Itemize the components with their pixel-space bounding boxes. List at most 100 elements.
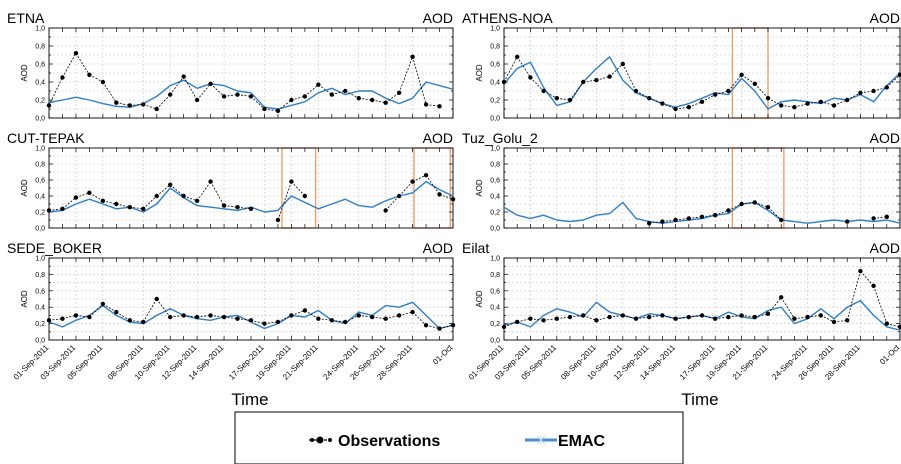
observation-segment [846, 271, 861, 321]
observation-segment [412, 56, 427, 105]
observation-point [858, 268, 863, 274]
panel-athens-noa: 0,0 0,2 0,4 0,6 0,8 1,0 AOD ATHENS-NOA AOD [462, 10, 901, 123]
observation-point [713, 213, 718, 218]
observation-point [699, 99, 705, 105]
observation-segment [264, 108, 278, 112]
observation-point [673, 217, 678, 223]
observation-point [686, 105, 691, 110]
observation-point [581, 79, 586, 85]
chart-panels: 0,0 0,2 0,4 0,6 0,8 1,0 AOD ETNA AOD 0,0 0,2 0,4 0,6… [7, 10, 901, 409]
observation-segment [767, 297, 782, 315]
emac-series-line [48, 79, 454, 110]
y-tick-label: 0,2 [35, 98, 45, 105]
observation-segment [183, 195, 198, 202]
observation-segment [503, 56, 518, 83]
observation-point [739, 201, 744, 207]
observation-segment [741, 74, 756, 85]
legend-observations-label: Observations [338, 433, 440, 450]
observation-segment [701, 94, 716, 103]
observation-point [699, 214, 705, 219]
observation-segment [439, 194, 454, 200]
observation-segment [102, 81, 117, 103]
y-tick-label: 0,6 [490, 178, 500, 185]
observation-point [343, 88, 348, 94]
y-axis-label: AOD [20, 64, 29, 82]
observation-point [73, 51, 79, 56]
corner-label: AOD [870, 130, 900, 146]
observation-point [248, 94, 254, 99]
observation-segment [688, 101, 703, 108]
observation-segment [116, 203, 130, 208]
observation-segment [372, 316, 386, 320]
observation-segment [649, 315, 663, 318]
observation-point [765, 96, 771, 101]
legend-emac-marker [536, 435, 546, 445]
observation-segment [250, 96, 265, 110]
corner-label: AOD [870, 10, 900, 26]
observation-point [871, 216, 876, 221]
observation-segment [48, 318, 63, 321]
observation-segment [556, 316, 571, 320]
observation-point [275, 108, 281, 114]
grid [503, 27, 901, 119]
observation-segment [794, 316, 808, 320]
observation-point [792, 316, 797, 321]
observation-point [633, 316, 639, 321]
observation-segment [89, 192, 104, 202]
observation-point [501, 79, 507, 85]
observation-point [515, 54, 520, 59]
observation-segment [543, 90, 557, 99]
x-axis-title: Time [681, 390, 718, 409]
observation-segment [741, 202, 755, 205]
observation-point [100, 301, 106, 307]
observation-segment [596, 76, 610, 81]
observation-point [450, 323, 456, 328]
observation-segment [156, 184, 171, 197]
y-tick-label: 0,6 [35, 288, 45, 295]
station-name: ATHENS-NOA [462, 10, 553, 26]
observation-segment [75, 192, 90, 198]
y-tick-label: 0,8 [490, 44, 500, 51]
station-name: Eilat [462, 240, 489, 256]
observation-point [620, 61, 625, 67]
y-tick-label: 0,4 [490, 305, 500, 312]
observation-segment [277, 99, 292, 112]
observation-point [765, 311, 771, 316]
grid [48, 147, 454, 229]
observation-point [289, 313, 294, 318]
observation-segment [543, 318, 557, 321]
y-tick-label: 0,0 [35, 338, 45, 345]
observation-segment [412, 174, 427, 182]
observation-point [541, 318, 546, 323]
observation-segment [833, 319, 848, 323]
observations-series [501, 54, 901, 112]
observation-point [73, 195, 79, 200]
observation-segment [609, 63, 624, 77]
observation-segment [675, 106, 689, 110]
observation-segment [116, 311, 131, 321]
observation-point [114, 201, 119, 207]
observation-segment [860, 90, 874, 94]
observation-point [100, 79, 106, 85]
observation-segment [89, 303, 104, 318]
observation-point [567, 314, 573, 320]
observation-point [752, 200, 757, 205]
observation-segment [331, 90, 346, 95]
observation-point [699, 313, 705, 318]
observation-point [779, 103, 784, 108]
grid [48, 257, 454, 341]
observation-point [289, 97, 294, 103]
observation-segment [860, 270, 874, 287]
y-tick-label: 0,2 [35, 321, 45, 328]
observation-point [235, 205, 240, 210]
observation-point [673, 106, 678, 112]
observation-point [329, 92, 334, 97]
y-tick-label: 0,4 [35, 194, 45, 201]
observation-point [87, 190, 92, 195]
observation-segment [196, 181, 211, 202]
observation-segment [129, 104, 144, 106]
observation-segment [169, 76, 184, 95]
observation-point [60, 316, 65, 321]
